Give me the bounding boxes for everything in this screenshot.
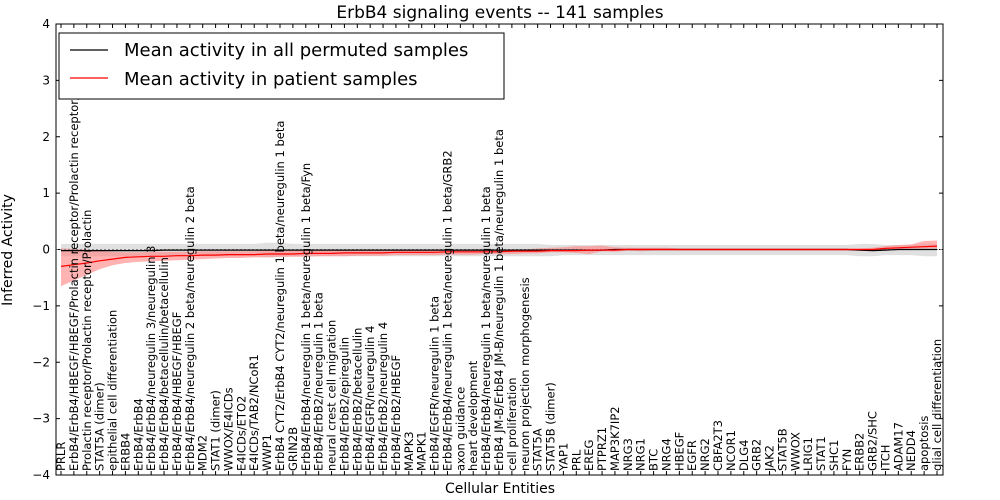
entity-label: neuron projection morphogenesis — [518, 277, 532, 471]
entity-label: ErbB4/EGFR/neuregulin 4 — [363, 326, 377, 471]
entity-label: YAP1 — [556, 443, 570, 472]
entity-label: GRIN2B — [286, 427, 300, 471]
entity-label: GRB2 — [750, 439, 764, 471]
y-tick-label: −2 — [32, 355, 50, 369]
entity-label: EREG — [582, 440, 596, 471]
entity-label: axon guidance — [453, 387, 467, 471]
entity-label: ErbB4/ErbB4/neuregulin 3/neuregulin 3 — [144, 246, 158, 472]
entity-label: STAT5B — [775, 428, 789, 471]
legend: Mean activity in all permuted samples Me… — [58, 32, 505, 100]
entity-label: BTC — [647, 449, 661, 471]
entity-label: STAT1 (dimer) — [209, 390, 223, 471]
entity-label: PRL — [569, 449, 583, 471]
entity-label: SHC1 — [827, 440, 841, 471]
entity-label: GRB2/SHC — [866, 411, 880, 471]
legend-label-patient: Mean activity in patient samples — [124, 69, 418, 90]
entity-label: E4ICDs/TAB2/NCoR1 — [247, 354, 261, 471]
entity-label: STAT5B (dimer) — [544, 382, 558, 471]
entity-label: ADAM17 — [891, 422, 905, 471]
entity-label: ITCH — [879, 445, 893, 471]
entity-label: glial cell differentiation — [930, 339, 944, 471]
entity-label: ErbB4 JM-B/ErbB4 JM-B/neuregulin 1 beta/… — [492, 129, 506, 471]
y-tick-label: 2 — [42, 130, 50, 144]
y-axis-title: Inferred Activity — [0, 194, 16, 306]
entity-label: PTPRZ1 — [595, 427, 609, 471]
entity-label: ErbB4/ErbB4 — [131, 398, 145, 471]
legend-frame — [58, 32, 505, 100]
entity-label: NRG4 — [660, 438, 674, 471]
entity-label: CBFA2T3 — [711, 420, 725, 471]
entity-label: ErbB4/ErbB2/neuregulin 4 — [376, 322, 390, 471]
entity-label: LRIG1 — [801, 437, 815, 471]
band-patient — [61, 240, 937, 287]
plot-frame — [55, 23, 944, 476]
entity-label: NRG3 — [621, 438, 635, 471]
y-tick-label: 4 — [42, 17, 50, 31]
entity-label: MAPK1 — [415, 431, 429, 471]
entity-label: MDM2 — [196, 435, 210, 471]
entity-label: NRG1 — [634, 438, 648, 471]
x-axis-title: Cellular Entities — [445, 481, 555, 497]
entity-label: ErbB4/ErbB2/neuregulin 1 beta — [312, 292, 326, 471]
entity-label: ErbB4/ErbB4/neuregulin 1 beta/neuregulin… — [441, 150, 455, 471]
series-line-patient — [60, 245, 938, 267]
y-tick-label: −1 — [32, 299, 50, 313]
y-tick-label: 1 — [42, 186, 50, 200]
entity-label: ErbB4/ErbB2/betacellulin — [350, 328, 364, 471]
y-tick-label: 0 — [42, 243, 50, 257]
entity-label: STAT5A — [531, 428, 545, 471]
entity-label: WWOX — [788, 432, 802, 471]
entity-label: ErbB4/ErbB4/HBEGF/HBEGF — [170, 312, 184, 471]
entity-label: E4ICDs/ETO2 — [234, 396, 248, 471]
entity-label: NRG2 — [698, 438, 712, 471]
entity-label: ErbB4/ErbB4/neuregulin 1 beta/neuregulin… — [479, 186, 493, 471]
entity-label: ErbB4/EGFR/neuregulin 1 beta — [428, 296, 442, 471]
chart-title: ErbB4 signaling events -- 141 samples — [336, 3, 663, 23]
entity-label: NCOR1 — [724, 430, 738, 471]
entity-label: JAK2 — [763, 445, 777, 472]
entity-label: PRLR — [54, 442, 68, 471]
entity-label: WWP1 — [260, 434, 274, 471]
entity-label: cell proliferation — [505, 377, 519, 471]
entity-label: Prolactin receptor/Prolactin receptor/Pr… — [80, 210, 94, 472]
y-tick-label: −4 — [32, 468, 50, 482]
entity-label: apoptosis — [917, 416, 931, 471]
entity-label: heart development — [466, 360, 480, 471]
entity-label: ErbB4/ErbB2/epiregulin — [337, 337, 351, 471]
entity-label: ERBB4 — [118, 433, 132, 471]
entity-label: DLG4 — [737, 440, 751, 472]
entity-label: EGFR — [685, 440, 699, 471]
entity-label: epithelial cell differentiation — [106, 310, 120, 471]
entity-label: ErbB4/ErbB2/HBEGF — [389, 355, 403, 471]
entity-label: ERBB2 — [853, 433, 867, 471]
entity-label: NEDD4 — [904, 430, 918, 471]
entity-label: STAT5A (dimer) — [93, 382, 107, 471]
entity-label: WWOX/E4ICDs — [222, 387, 236, 471]
entity-label: MAP3K7IP2 — [608, 406, 622, 471]
entity-label: MAPK3 — [402, 431, 416, 471]
entity-label: neural crest cell migration — [325, 320, 339, 471]
entity-label: ErbB4 CYT2/ErbB4 CYT2/neuregulin 1 beta/… — [273, 121, 287, 471]
entity-label: ErbB4/ErbB4/neuregulin 1 beta/neuregulin… — [299, 163, 313, 471]
legend-label-permuted: Mean activity in all permuted samples — [124, 40, 468, 61]
entity-label: HBEGF — [672, 432, 686, 471]
entity-label: STAT1 — [814, 436, 828, 471]
entity-label: ErbB4/ErbB4/neuregulin 2 beta/neuregulin… — [183, 186, 197, 471]
entity-label: ErbB4/ErbB4/HBEGF/HBEGF/Prolactin recept… — [67, 46, 81, 471]
y-tick-label: 3 — [42, 73, 50, 87]
entity-label: ErbB4/ErbB4/betacellulin/betacellulin — [157, 257, 171, 471]
entity-label: FYN — [840, 449, 854, 471]
y-tick-label: −3 — [32, 412, 50, 426]
